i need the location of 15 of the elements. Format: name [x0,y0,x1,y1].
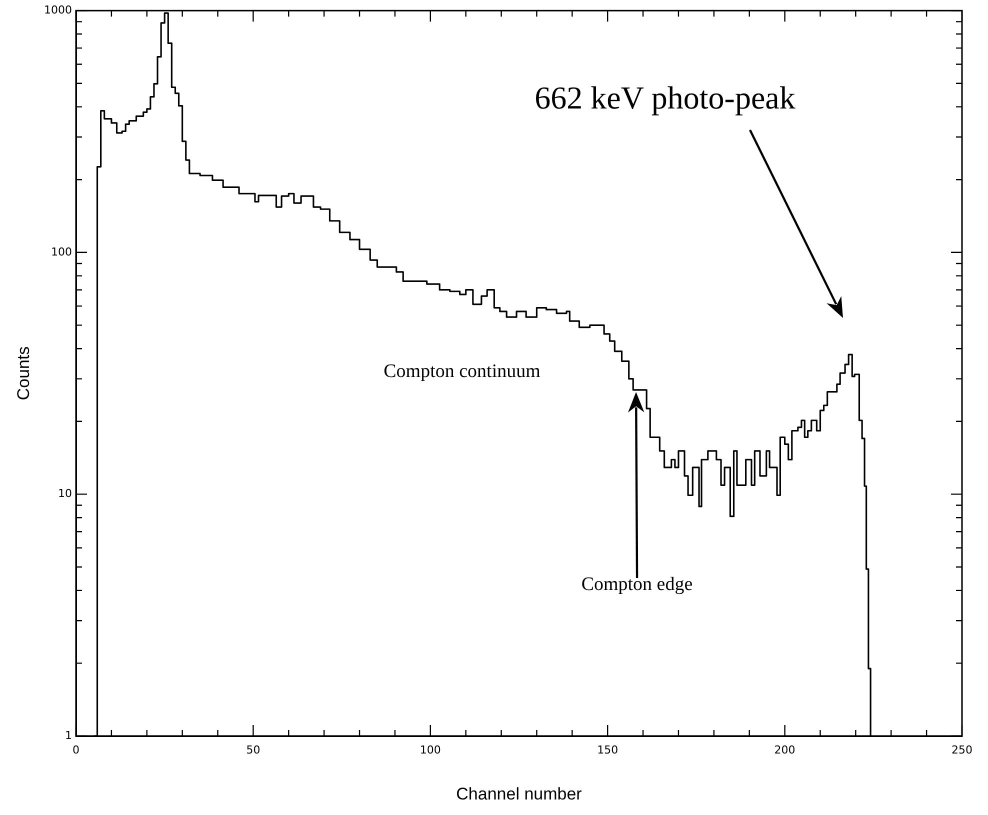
y-tick-label: 10 [58,487,72,500]
y-tick-label: 1 [65,728,72,742]
annotation: Compton edge [581,574,693,595]
y-tick-label: 1000 [44,3,72,16]
annotation: Compton continuum [384,360,541,382]
x-tick-label: 0 [72,743,80,756]
x-tick-label: 100 [420,743,441,756]
y-axis-title: Counts [14,346,33,400]
annotation: 662 keV photo-peak [534,79,796,116]
x-tick-label: 150 [597,743,618,756]
x-axis-title: Channel number [456,784,582,804]
y-tick-label: 100 [51,245,72,258]
x-tick-label: 250 [952,743,972,756]
x-tick-label: 200 [774,743,796,756]
x-tick-label: 50 [246,743,260,756]
